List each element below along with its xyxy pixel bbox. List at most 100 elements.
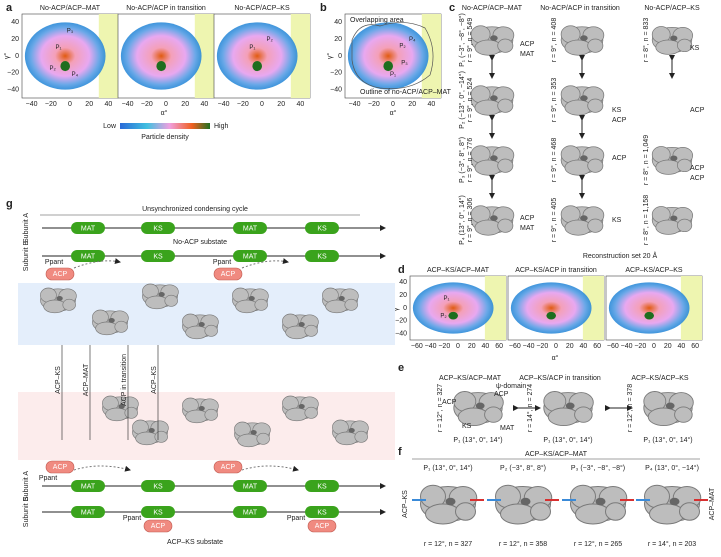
map-lobe — [124, 406, 138, 419]
density-peak — [448, 311, 459, 320]
map-lobe — [474, 39, 502, 56]
y-tick-label: 40 — [11, 19, 19, 26]
map-lobe — [204, 324, 218, 337]
domain-label: MAT — [81, 483, 96, 490]
density — [24, 22, 106, 90]
acp-pill — [307, 519, 337, 533]
map-lobe — [587, 38, 604, 53]
acp-label: ACP — [151, 523, 166, 530]
map-hole — [580, 155, 588, 161]
ppant-label: Ppant — [213, 259, 231, 266]
excluded-area — [680, 276, 702, 340]
row-stats: r = 9°, n = 353 — [550, 78, 558, 123]
x-tick-label: −60 — [607, 343, 619, 350]
domain-label: MAT — [243, 225, 258, 232]
domain-pill — [233, 250, 267, 262]
map-lobe — [674, 406, 693, 423]
map-lobe — [474, 159, 502, 176]
domain-tag: KS — [612, 107, 622, 114]
x-tick-label: −40 — [523, 343, 535, 350]
transition-label: ACP–KS — [55, 366, 62, 394]
y-tick-label: −40 — [330, 86, 342, 93]
map-lobe — [164, 294, 178, 307]
map-lobe — [564, 219, 592, 236]
map-hole — [198, 406, 205, 411]
subunit-label: Subunit A — [23, 471, 30, 501]
panel-label: a — [6, 2, 13, 14]
map-lobe — [497, 98, 514, 113]
density-map — [651, 26, 694, 55]
map-lobe — [679, 502, 700, 521]
map-lobe — [587, 218, 604, 233]
domain-pill — [71, 222, 105, 234]
domain-pill — [141, 250, 175, 262]
axis-label: α° — [161, 109, 168, 117]
map-lobe — [335, 431, 359, 446]
ppant-label: Ppant — [123, 515, 141, 522]
domain-label: KS — [317, 225, 327, 232]
point-label: P₂ — [267, 37, 274, 43]
density-map — [470, 205, 515, 236]
map-lobe — [237, 433, 261, 448]
y-tick-label: 20 — [399, 292, 407, 299]
density-map — [470, 145, 515, 176]
map-stats: r = 12°, n = 327 — [424, 540, 472, 548]
ppant-label: Ppant — [45, 259, 63, 266]
y-tick-label: −40 — [7, 86, 19, 93]
map-stats: r = 14°, n = 203 — [648, 540, 696, 548]
column-title: No-ACP/ACP in transition — [540, 5, 620, 12]
density-peak — [60, 61, 70, 72]
y-tick-label: 40 — [399, 279, 407, 286]
density-map — [560, 145, 605, 176]
domain-tag: ACP — [612, 155, 627, 162]
domain-tag: ACP — [442, 399, 457, 406]
map-title: ACP–KS/ACP–KS — [631, 375, 689, 382]
column-title: No-ACP/ACP–KS — [644, 5, 700, 12]
density-map — [560, 205, 605, 236]
acp-pill — [45, 267, 75, 281]
transition-label: ACP–KS — [151, 366, 158, 394]
map-lobe — [114, 320, 128, 333]
domain-label: MAT — [81, 253, 96, 260]
point-label: P₁ — [443, 296, 449, 302]
map-lobe — [285, 325, 309, 340]
subunit-label: Subunit A — [23, 213, 30, 243]
map-hole — [580, 95, 588, 101]
point-label: P₁ — [55, 45, 61, 51]
y-tick-label: 20 — [334, 36, 342, 43]
x-tick-label: 20 — [566, 343, 574, 350]
map-hole — [490, 95, 498, 101]
point-label: P₂ — [50, 66, 57, 72]
y-tick-label: 0 — [338, 53, 342, 60]
density — [608, 282, 690, 334]
x-tick-label: 40 — [201, 101, 209, 108]
plot-title: ACP–KS/ACP–MAT — [427, 267, 490, 274]
density-map — [182, 397, 219, 424]
map-hole — [108, 318, 115, 323]
footer: Reconstruction set 20 Å — [583, 251, 658, 260]
map-hole — [490, 215, 498, 221]
domain-pill — [71, 506, 105, 518]
map-lobe — [587, 98, 604, 113]
domain-tag: ACP — [494, 391, 509, 398]
domain-tag: KS — [462, 423, 472, 430]
section-title: ACP–KS/ACP–MAT — [525, 451, 588, 458]
plot-title: ACP–KS/ACP–KS — [625, 267, 683, 274]
x-tick-label: 0 — [68, 101, 72, 108]
map-lobe — [154, 430, 168, 443]
density-peak — [252, 61, 262, 72]
colorbar-high: High — [214, 123, 229, 130]
point-label: P₃ — [401, 60, 408, 66]
map-lobe — [204, 408, 218, 421]
x-tick-label: 60 — [691, 343, 699, 350]
domain-label: KS — [153, 483, 163, 490]
x-tick-label: 60 — [495, 343, 503, 350]
y-tick-label: −20 — [330, 70, 342, 77]
subunit-label: Subunit B — [23, 496, 30, 527]
domain-pill — [305, 250, 339, 262]
row-stats: r = 8°, n = 1,158 — [642, 195, 650, 245]
map-lobe — [145, 295, 169, 310]
map-hole — [520, 497, 531, 506]
acp-label: ACP — [315, 523, 330, 530]
map-lobe — [655, 219, 682, 235]
